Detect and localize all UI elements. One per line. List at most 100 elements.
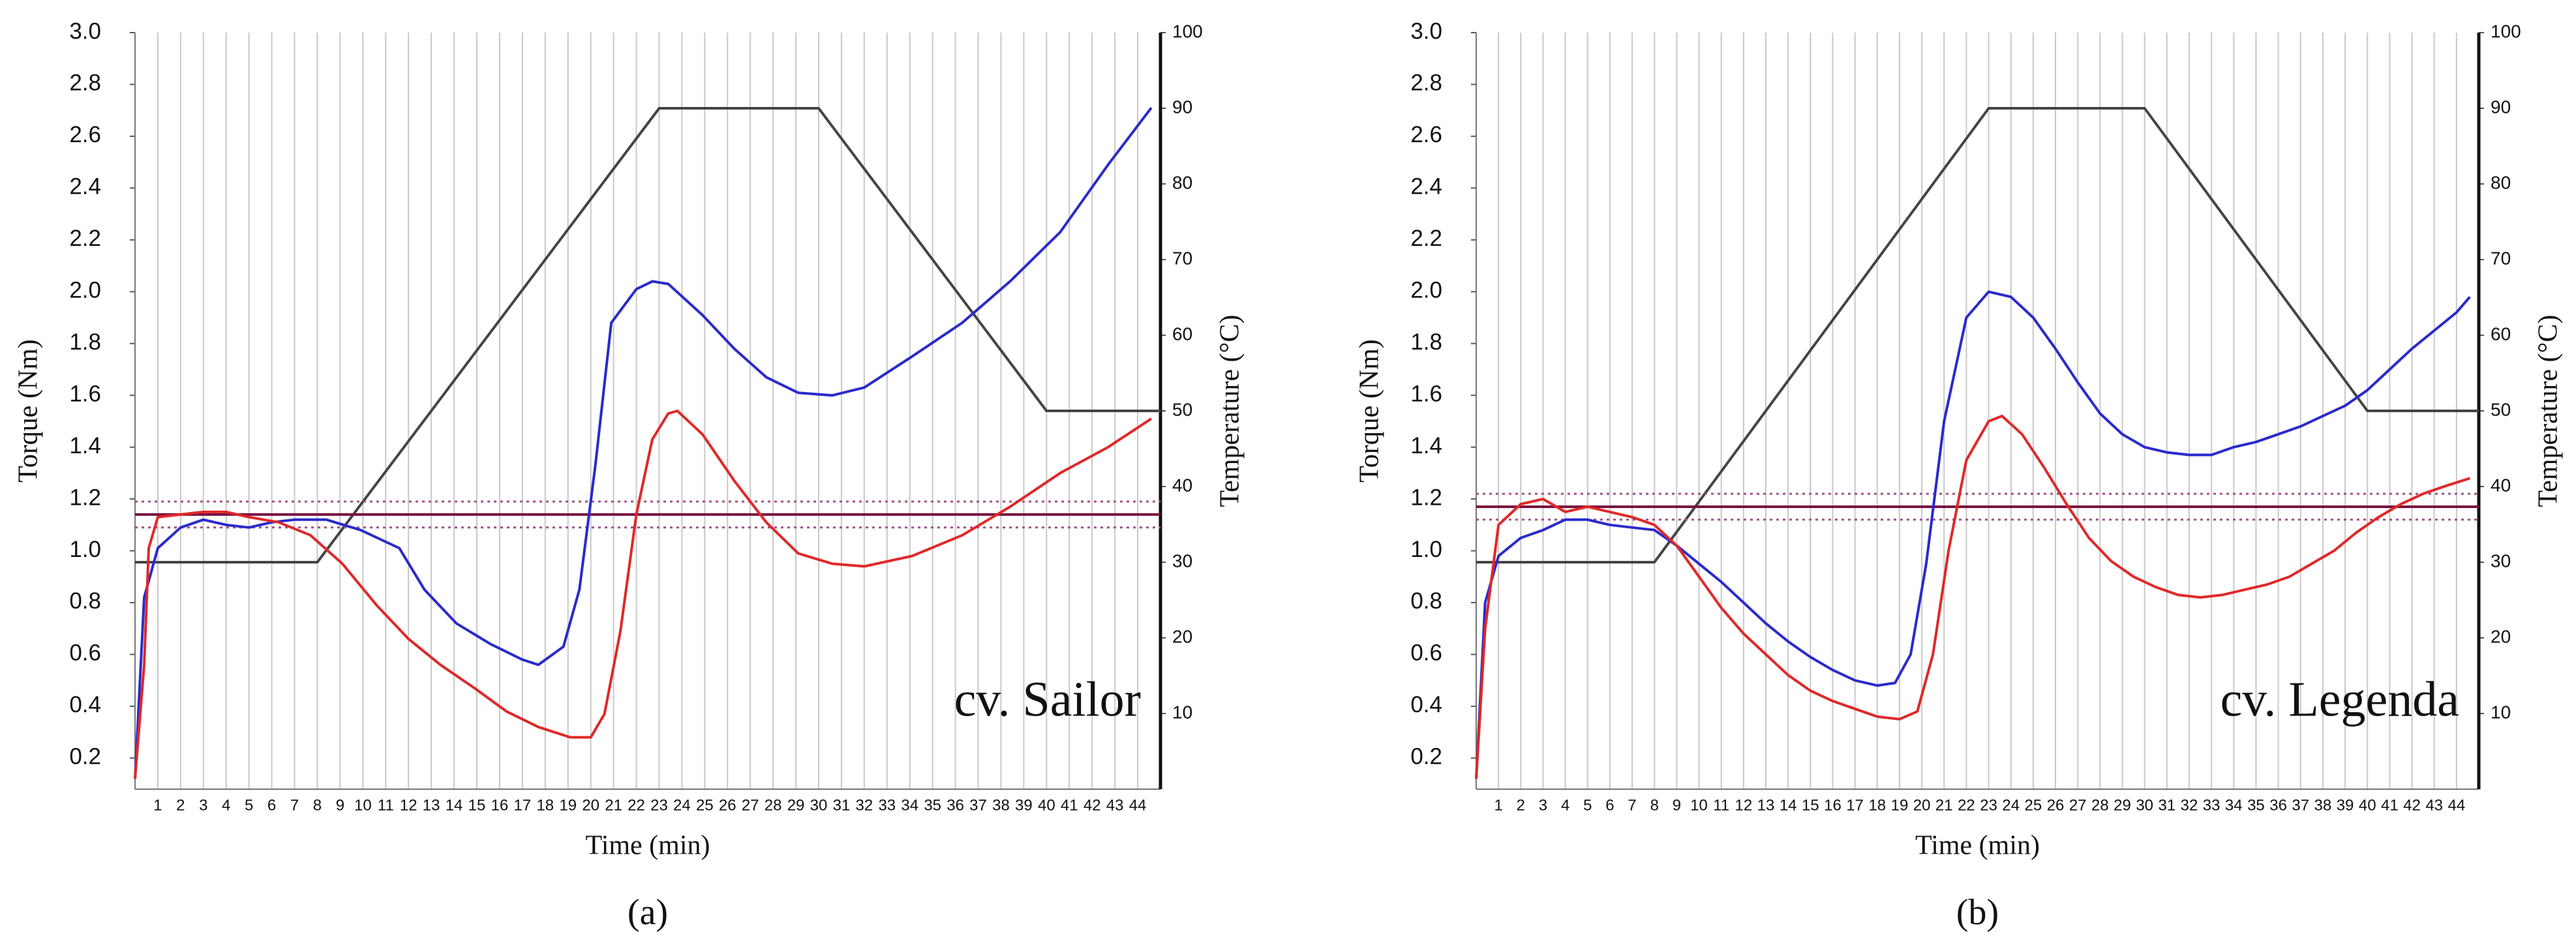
x-axis-label: Time (min) [586, 831, 710, 861]
x-tick-label: 16 [491, 796, 509, 814]
y2-tick-label: 90 [1172, 97, 1192, 117]
y-tick-label: 1.4 [1410, 433, 1442, 458]
x-tick-label: 15 [1802, 796, 1819, 814]
x-tick-label: 10 [1690, 796, 1708, 814]
y-tick-label: 2.2 [1410, 226, 1442, 251]
x-tick-label: 39 [1015, 796, 1033, 814]
x-tick-label: 22 [1958, 796, 1975, 814]
x-tick-label: 4 [222, 796, 230, 814]
x-tick-label: 9 [336, 796, 344, 814]
series-line [134, 106, 1153, 779]
x-tick-label: 4 [1561, 796, 1569, 814]
annotation: cv. Sailor [954, 672, 1141, 727]
x-tick-label: 25 [2025, 796, 2042, 814]
x-tick-label: 43 [2425, 796, 2443, 814]
x-tick-label: 35 [2247, 796, 2265, 814]
x-tick-label: 26 [2047, 796, 2065, 814]
x-tick-label: 16 [1824, 796, 1841, 814]
x-tick-label: 27 [742, 796, 759, 814]
x-tick-label: 2 [176, 796, 185, 814]
y-tick-label: 0.8 [69, 588, 101, 614]
x-tick-label: 24 [673, 796, 691, 814]
y2-tick-label: 40 [2491, 475, 2511, 495]
x-tick-label: 42 [2403, 796, 2421, 814]
x-tick-label: 28 [2091, 796, 2109, 814]
x-tick-label: 23 [650, 796, 668, 814]
x-tick-label: 31 [833, 796, 851, 814]
y2-tick-label: 80 [1172, 172, 1192, 192]
y2-tick-label: 30 [2491, 550, 2511, 571]
x-tick-label: 44 [2447, 796, 2465, 814]
y2-tick-label: 10 [1172, 702, 1192, 722]
y-tick-label: 1.6 [69, 381, 101, 406]
y-tick-label: 2.8 [69, 70, 101, 96]
y-tick-label: 1.6 [1410, 381, 1442, 406]
y-tick-label: 0.4 [69, 692, 101, 717]
y-tick-label: 0.8 [1410, 588, 1442, 614]
x-tick-label: 37 [969, 796, 987, 814]
x-tick-label: 41 [1061, 796, 1078, 814]
x-tick-label: 1 [153, 796, 162, 814]
x-tick-label: 19 [1891, 796, 1909, 814]
x-tick-label: 3 [1539, 796, 1547, 814]
x-tick-label: 14 [1780, 796, 1797, 814]
x-tick-label: 31 [2158, 796, 2175, 814]
y-tick-label: 0.6 [69, 640, 101, 666]
x-tick-label: 5 [1583, 796, 1592, 814]
x-tick-label: 11 [1713, 796, 1729, 814]
x-tick-label: 23 [1980, 796, 1997, 814]
y-axis-label: Torque (Nm) [1355, 339, 1385, 483]
x-tick-label: 13 [1757, 796, 1775, 814]
x-tick-label: 15 [468, 796, 486, 814]
y-tick-label: 1.2 [1410, 485, 1442, 510]
x-tick-label: 28 [765, 796, 782, 814]
x-tick-label: 8 [313, 796, 322, 814]
x-tick-label: 5 [245, 796, 253, 814]
x-tick-label: 8 [1650, 796, 1659, 814]
x-tick-label: 20 [1913, 796, 1931, 814]
y-tick-label: 2.2 [69, 226, 101, 251]
x-tick-label: 37 [2292, 796, 2309, 814]
x-tick-label: 30 [2136, 796, 2153, 814]
x-tick-label: 12 [1735, 796, 1753, 814]
x-tick-label: 29 [2114, 796, 2131, 814]
x-tick-label: 38 [992, 796, 1010, 814]
series-line [1475, 290, 2471, 779]
y-tick-label: 1.0 [1410, 537, 1442, 562]
y2-tick-label: 100 [2491, 21, 2521, 41]
series-line [1476, 107, 2479, 564]
y2-tick-label: 70 [1172, 248, 1192, 268]
y-tick-label: 1.8 [1410, 329, 1442, 355]
annotation: cv. Legenda [2220, 672, 2459, 727]
x-tick-label: 34 [2225, 796, 2243, 814]
y-tick-label: 0.2 [69, 744, 101, 770]
x-tick-label: 40 [1038, 796, 1055, 814]
y2-tick-label: 30 [1172, 550, 1192, 571]
y-tick-label: 3.0 [1410, 18, 1442, 44]
y2-tick-label: 10 [2491, 702, 2511, 722]
x-tick-label: 11 [378, 796, 394, 814]
x-tick-label: 36 [947, 796, 964, 814]
x-tick-label: 41 [2381, 796, 2399, 814]
x-tick-label: 27 [2069, 796, 2087, 814]
y2-axis-label: Temperature (°C) [1215, 315, 1245, 507]
x-tick-label: 38 [2314, 796, 2332, 814]
y-tick-label: 1.2 [69, 485, 101, 510]
x-tick-label: 13 [423, 796, 440, 814]
x-tick-label: 6 [1605, 796, 1614, 814]
x-tick-label: 26 [719, 796, 736, 814]
x-tick-label: 17 [514, 796, 532, 814]
x-tick-label: 10 [354, 796, 372, 814]
x-tick-label: 29 [787, 796, 805, 814]
y2-tick-label: 40 [1172, 475, 1192, 495]
x-tick-label: 3 [199, 796, 207, 814]
y2-tick-label: 70 [2491, 248, 2511, 268]
y-tick-label: 1.0 [69, 537, 101, 562]
x-tick-label: 42 [1083, 796, 1101, 814]
x-tick-label: 20 [582, 796, 599, 814]
x-tick-label: 7 [1628, 796, 1636, 814]
series-line [134, 410, 1153, 779]
y-tick-label: 0.2 [1410, 744, 1442, 770]
x-tick-label: 30 [810, 796, 828, 814]
y-axis-label: Torque (Nm) [14, 339, 44, 483]
